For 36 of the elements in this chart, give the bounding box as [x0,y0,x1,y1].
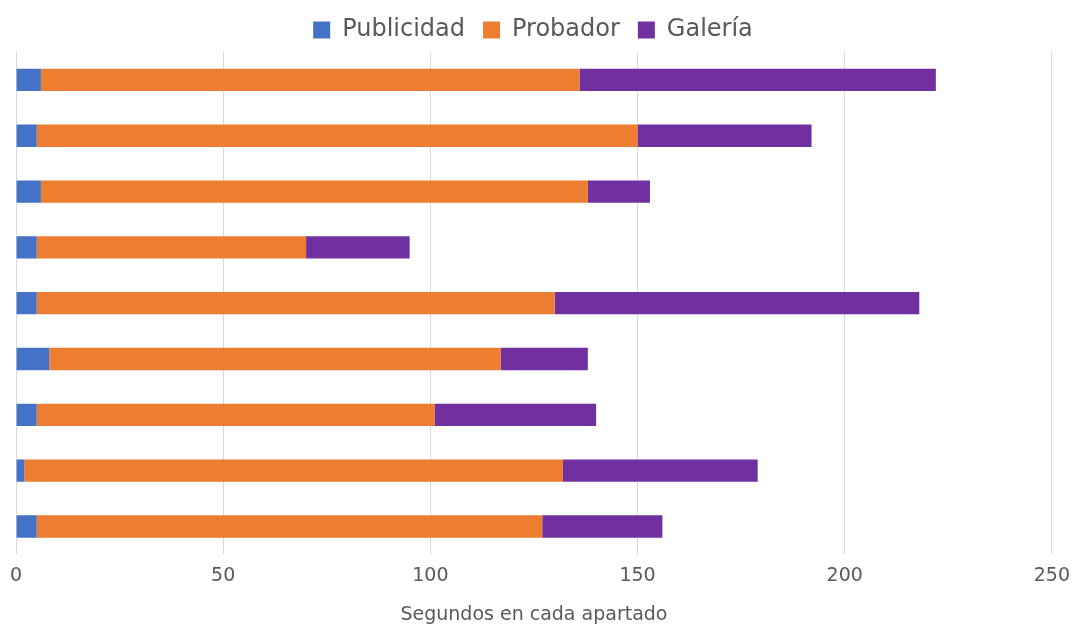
x-tick-label: 50 [211,562,236,585]
bar [16,292,37,315]
bar [40,68,580,92]
bar [36,124,638,147]
legend-label: Probador [512,14,620,43]
x-axis-title: Segundos en cada apartado [400,601,668,624]
bar [36,292,555,315]
bar [16,124,37,147]
x-tick-label: 200 [826,562,863,585]
bar [24,459,563,482]
bar [554,292,920,315]
bar [16,68,41,92]
bar [16,347,50,371]
legend-label: Publicidad [342,14,466,43]
bar [16,236,37,259]
bar [36,403,435,427]
bar [36,515,543,538]
bar [579,68,936,92]
bar [49,347,501,371]
bar [16,515,37,538]
x-tick-label: 100 [412,562,449,585]
bar [36,236,307,259]
bar [637,124,812,147]
x-tick-label: 150 [619,562,656,585]
legend-label: Galería [666,14,753,43]
bar [40,180,588,203]
bar [542,515,663,538]
bar [562,459,758,482]
bar [16,180,41,203]
bar [587,180,650,203]
bar [306,236,410,259]
bar [16,403,37,427]
x-tick-label: 0 [10,562,23,585]
bar [434,403,597,427]
x-tick-label: 250 [1033,562,1070,585]
bar [500,347,588,371]
